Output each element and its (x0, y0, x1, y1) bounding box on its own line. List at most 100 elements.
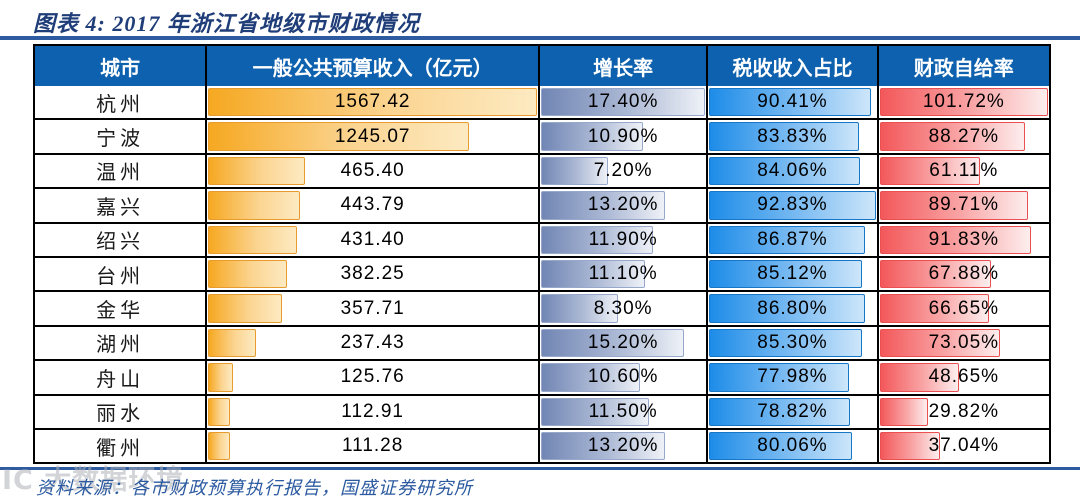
tax-data-bar (709, 397, 851, 426)
self-sufficiency-cell: 89.71% (878, 189, 1049, 222)
revenue-cell: 443.79 (207, 189, 538, 222)
revenue-cell: 125.76 (207, 361, 538, 394)
growth-rate-cell: 7.20% (539, 154, 707, 188)
growth-rate-value: 8.30% (593, 297, 653, 319)
revenue-cell: 237.43 (207, 326, 538, 360)
city-name: 衢州 (35, 429, 206, 463)
self-sufficiency-data-bar (879, 397, 928, 426)
self-sufficiency-data-bar (879, 122, 1026, 151)
revenue-cell: 357.71 (207, 292, 538, 325)
table-row: 嘉兴 443.79 13.20% 92.83% 89.71% (35, 189, 1049, 222)
growth-rate-cell: 13.20% (539, 429, 707, 463)
growth-rate-cell: 11.50% (539, 395, 707, 428)
self-sufficiency-data-bar (879, 431, 940, 461)
growth-rate-cell: 11.10% (539, 257, 707, 291)
growth-rate-value: 11.10% (588, 263, 658, 285)
self-sufficiency-cell: 73.05% (878, 326, 1049, 360)
self-sufficiency-data-bar (879, 88, 1048, 117)
growth-rate-value: 10.60% (587, 366, 659, 388)
revenue-cell: 431.40 (207, 223, 538, 256)
self-sufficiency-value: 66.65% (928, 297, 1000, 319)
self-sufficiency-cell: 29.82% (878, 395, 1049, 428)
self-sufficiency-cell: 48.65% (878, 361, 1049, 394)
growth-data-bar (540, 156, 608, 186)
table-row: 宁波 1245.07 10.90% 83.83% 88.27% (35, 120, 1049, 153)
tax-share-value: 80.06% (757, 435, 828, 457)
revenue-cell: 112.91 (207, 395, 538, 428)
self-sufficiency-value: 101.72% (922, 91, 1005, 113)
revenue-data-bar (208, 156, 305, 186)
revenue-cell: 111.28 (207, 429, 538, 463)
tax-data-bar (709, 294, 865, 323)
self-sufficiency-cell: 101.72% (878, 86, 1049, 119)
tax-share-value: 77.98% (757, 366, 828, 388)
column-header-revenue: 一般公共预算收入（亿元） (207, 46, 538, 86)
self-sufficiency-value: 73.05% (928, 331, 1000, 353)
revenue-data-bar (208, 259, 287, 289)
growth-rate-cell: 17.40% (539, 86, 707, 119)
revenue-value: 125.76 (340, 366, 405, 388)
tax-share-cell: 90.41% (708, 86, 877, 119)
table-header-row: 城市 一般公共预算收入（亿元） 增长率 税收收入占比 财政自给率 (35, 46, 1049, 86)
growth-rate-cell: 8.30% (539, 292, 707, 325)
city-name: 温州 (35, 154, 206, 188)
tax-share-value: 78.82% (757, 400, 828, 422)
growth-rate-cell: 10.60% (539, 361, 707, 394)
revenue-value: 112.91 (341, 400, 404, 422)
revenue-value: 1567.42 (334, 91, 411, 113)
tax-share-value: 86.87% (757, 228, 828, 250)
tax-share-cell: 84.06% (708, 154, 877, 188)
self-sufficiency-value: 29.82% (928, 400, 1000, 422)
revenue-value: 111.28 (342, 435, 404, 457)
tax-data-bar (709, 363, 849, 392)
table-row: 绍兴 431.40 11.90% 86.87% 91.83% (35, 223, 1049, 256)
tax-share-cell: 92.83% (708, 189, 877, 222)
self-sufficiency-value: 61.11% (929, 159, 999, 181)
city-name: 丽水 (35, 395, 206, 428)
source-note: 资料来源：各市财政预算执行报告，国盛证券研究所 (36, 478, 473, 498)
revenue-data-bar (208, 122, 469, 151)
growth-rate-value: 13.20% (587, 194, 659, 216)
tax-share-cell: 83.83% (708, 120, 877, 153)
revenue-cell: 1245.07 (207, 120, 538, 153)
revenue-data-bar (208, 191, 300, 220)
growth-rate-value: 11.50% (588, 400, 658, 422)
growth-rate-value: 15.20% (587, 331, 659, 353)
growth-rate-value: 7.20% (593, 159, 653, 181)
table-body: 杭州 1567.42 17.40% 90.41% 101.72% 宁波 1245… (35, 86, 1049, 463)
table-row: 湖州 237.43 15.20% 85.30% 73.05% (35, 326, 1049, 360)
growth-data-bar (540, 191, 666, 220)
tax-data-bar (709, 225, 865, 254)
tax-share-cell: 86.87% (708, 223, 877, 256)
revenue-value: 1245.07 (334, 125, 411, 147)
tax-share-cell: 80.06% (708, 429, 877, 463)
growth-rate-cell: 10.90% (539, 120, 707, 153)
revenue-value: 443.79 (340, 194, 405, 216)
table-row: 金华 357.71 8.30% 86.80% 66.65% (35, 292, 1049, 325)
column-header-city: 城市 (35, 46, 206, 86)
revenue-data-bar (208, 431, 230, 461)
self-sufficiency-value: 67.88% (928, 263, 1000, 285)
growth-rate-cell: 13.20% (539, 189, 707, 222)
revenue-cell: 1567.42 (207, 86, 538, 119)
tax-data-bar (709, 88, 872, 117)
self-sufficiency-value: 37.04% (928, 435, 1000, 457)
revenue-data-bar (208, 225, 298, 254)
growth-rate-value: 10.90% (587, 125, 659, 147)
tax-data-bar (709, 191, 876, 220)
tax-data-bar (709, 431, 853, 461)
column-header-tax-share: 税收收入占比 (708, 46, 877, 86)
table-row: 丽水 112.91 11.50% 78.82% 29.82% (35, 395, 1049, 428)
growth-data-bar (540, 122, 644, 151)
table-row: 台州 382.25 11.10% 85.12% 67.88% (35, 257, 1049, 291)
tax-share-value: 83.83% (757, 125, 828, 147)
self-sufficiency-data-bar (879, 225, 1032, 254)
growth-data-bar (540, 397, 649, 426)
revenue-data-bar (208, 88, 537, 117)
revenue-cell: 465.40 (207, 154, 538, 188)
revenue-value: 382.25 (340, 263, 405, 285)
self-sufficiency-cell: 91.83% (878, 223, 1049, 256)
growth-rate-value: 11.90% (588, 228, 658, 250)
tax-data-bar (709, 328, 862, 358)
growth-rate-value: 17.40% (587, 91, 659, 113)
